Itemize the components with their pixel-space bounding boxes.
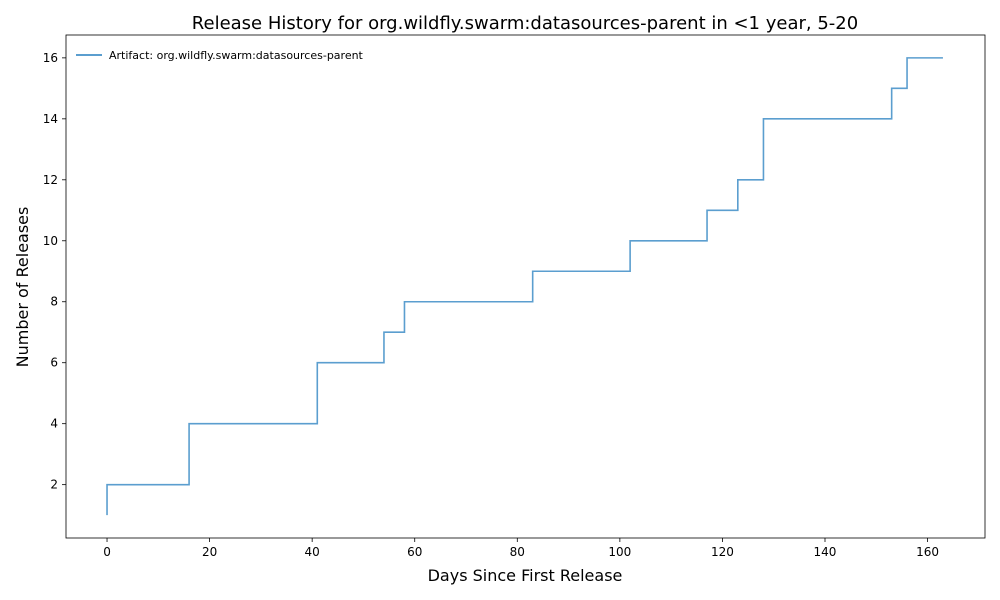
x-axis-ticks: 0 20 40 60 80 100 120 140 160 xyxy=(103,538,939,559)
y-tick-label: 2 xyxy=(50,478,58,492)
series-layer xyxy=(107,58,943,515)
x-axis-label: Days Since First Release xyxy=(428,566,623,585)
y-tick-label: 10 xyxy=(43,234,58,248)
series-step-line xyxy=(107,58,943,515)
x-tick-label: 160 xyxy=(916,545,939,559)
y-axis-label: Number of Releases xyxy=(13,207,32,368)
x-tick-label: 0 xyxy=(103,545,111,559)
y-tick-label: 12 xyxy=(43,173,58,187)
x-tick-label: 100 xyxy=(608,545,631,559)
y-tick-label: 14 xyxy=(43,112,58,126)
x-tick-label: 120 xyxy=(711,545,734,559)
x-tick-label: 80 xyxy=(510,545,525,559)
legend-label: Artifact: org.wildfly.swarm:datasources-… xyxy=(109,49,364,62)
legend: Artifact: org.wildfly.swarm:datasources-… xyxy=(76,49,364,62)
y-tick-label: 4 xyxy=(50,417,58,431)
x-tick-label: 20 xyxy=(202,545,217,559)
y-tick-label: 16 xyxy=(43,51,58,65)
x-tick-label: 40 xyxy=(305,545,320,559)
chart-title: Release History for org.wildfly.swarm:da… xyxy=(192,13,858,34)
y-axis-ticks: 2 4 6 8 10 12 14 16 xyxy=(43,51,66,492)
y-tick-label: 8 xyxy=(50,295,58,309)
x-tick-label: 140 xyxy=(814,545,837,559)
plot-area-frame xyxy=(66,35,985,538)
y-tick-label: 6 xyxy=(50,356,58,370)
x-tick-label: 60 xyxy=(407,545,422,559)
